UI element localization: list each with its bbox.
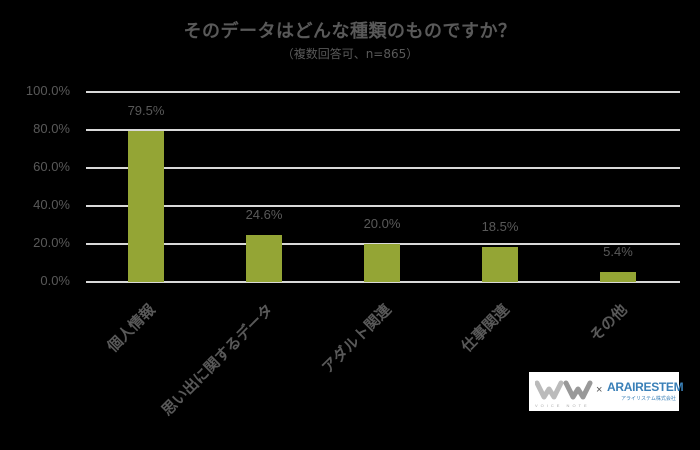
bar (246, 235, 282, 282)
bar (600, 271, 636, 282)
bar-value-label: 79.5% (127, 102, 165, 118)
y-tick: 40.0% (33, 197, 70, 212)
x-tick-label: 仕事関連 (457, 300, 513, 356)
bar-value-label: 20.0% (363, 216, 401, 231)
gridline (86, 281, 680, 283)
logo-banner: VOICE NOTE × ARAIRESTEM アライリステム株式会社 (529, 372, 684, 411)
bar-value-label: 5.4% (603, 243, 633, 259)
y-tick: 0.0% (40, 273, 70, 288)
x-tick-label: 思い出に関するデータ (157, 300, 277, 420)
chart-title: そのデータはどんな種類のものですか？ (183, 21, 517, 42)
x-tick-label: その他 (586, 300, 631, 346)
chart-subtitle: （複数回答可、n=865） (281, 47, 419, 61)
voice-note-label: VOICE NOTE (535, 403, 590, 408)
y-tick: 80.0% (33, 121, 70, 136)
gridline (86, 205, 680, 207)
arairestem-subtitle: アライリステム株式会社 (621, 396, 676, 402)
voice-note-logo-icon (535, 380, 593, 400)
bar (364, 244, 400, 282)
x-tick-label: アダルト関連 (318, 300, 395, 377)
y-tick: 20.0% (33, 235, 70, 250)
x-tick-label: 個人情報 (103, 300, 159, 356)
gridline (86, 129, 680, 131)
logo-separator: × (596, 384, 603, 396)
y-tick: 100.0% (25, 83, 70, 98)
gridline (86, 91, 680, 93)
bar-value-label: 24.6% (245, 207, 283, 223)
arairestem-logo: ARAIRESTEM (607, 380, 684, 394)
gridline (86, 167, 680, 169)
plot-area: 79.5% 24.6% 20.0% 18.5% 5.4% (86, 91, 680, 283)
bar (128, 130, 164, 282)
bar (482, 246, 518, 282)
bar-value-label: 18.5% (481, 218, 519, 234)
y-tick: 60.0% (33, 159, 70, 174)
